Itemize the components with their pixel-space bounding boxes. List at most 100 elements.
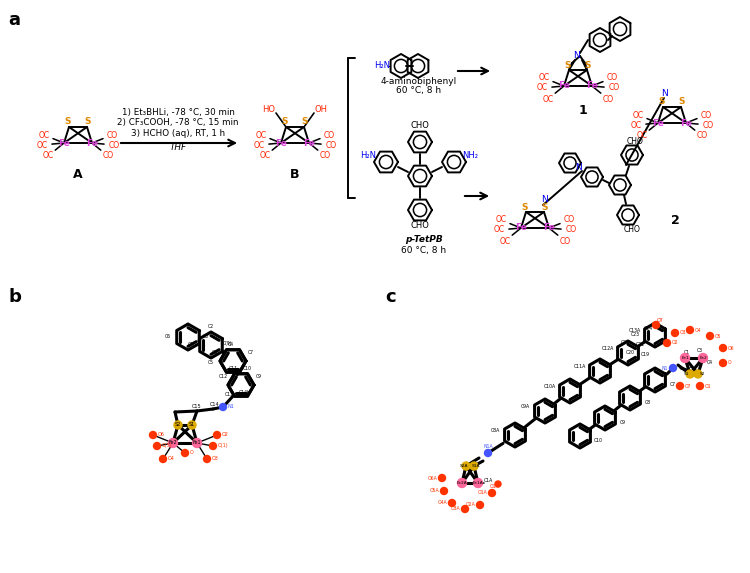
Circle shape	[188, 421, 196, 429]
Text: CHO: CHO	[410, 222, 430, 230]
Text: O2: O2	[672, 340, 679, 346]
Text: O4: O4	[695, 328, 701, 332]
Text: S: S	[658, 97, 665, 107]
Circle shape	[476, 501, 484, 508]
Text: Fe: Fe	[586, 81, 598, 91]
Circle shape	[220, 403, 226, 410]
Text: S1A: S1A	[472, 464, 480, 468]
Circle shape	[458, 478, 466, 488]
Text: C13A: C13A	[629, 328, 641, 332]
Text: S1: S1	[189, 422, 195, 427]
Text: Fe2A: Fe2A	[457, 481, 467, 485]
Text: S2A: S2A	[460, 464, 468, 468]
Text: Fe: Fe	[680, 119, 692, 128]
Text: OC: OC	[37, 140, 47, 150]
Text: C7: C7	[670, 383, 676, 387]
Text: O3: O3	[680, 331, 686, 336]
Text: Fe: Fe	[58, 139, 70, 147]
Text: C24: C24	[644, 325, 652, 331]
Text: CHO: CHO	[410, 121, 430, 131]
Text: 60 °C, 8 h: 60 °C, 8 h	[397, 87, 442, 96]
Text: Fe1: Fe1	[681, 356, 688, 360]
Text: O4: O4	[168, 457, 175, 461]
Text: b: b	[8, 288, 21, 306]
Text: S: S	[282, 117, 288, 127]
Text: Fe2: Fe2	[699, 356, 706, 360]
Text: O6: O6	[158, 433, 165, 438]
Text: N: N	[661, 88, 668, 97]
Text: C4: C4	[707, 360, 713, 366]
Circle shape	[193, 438, 202, 448]
Text: C2: C2	[687, 363, 693, 368]
Text: S: S	[565, 61, 572, 69]
Text: A: A	[74, 168, 82, 182]
Text: O5: O5	[715, 333, 722, 339]
Text: 2) CF₃COOH, -78 °C, 15 min: 2) CF₃COOH, -78 °C, 15 min	[117, 119, 238, 128]
Text: OC: OC	[260, 151, 271, 160]
Text: CO: CO	[323, 131, 334, 139]
Text: C(9): C(9)	[224, 340, 232, 346]
Text: CO: CO	[700, 111, 712, 120]
Text: O3A: O3A	[450, 507, 460, 512]
Text: S: S	[542, 202, 548, 211]
Text: C2: C2	[208, 324, 214, 329]
Text: S2: S2	[699, 372, 705, 376]
Text: C9: C9	[256, 375, 262, 379]
Text: O1A: O1A	[490, 484, 500, 489]
Circle shape	[495, 481, 501, 487]
Text: CO: CO	[697, 131, 707, 140]
Text: OC: OC	[38, 131, 50, 139]
Circle shape	[671, 329, 679, 336]
Text: C10A: C10A	[544, 383, 556, 388]
Text: Fe1A: Fe1A	[472, 481, 483, 485]
Text: C3: C3	[697, 347, 703, 352]
Text: OC: OC	[43, 151, 53, 160]
Text: O3: O3	[212, 457, 219, 461]
Text: C12A: C12A	[602, 346, 614, 351]
Circle shape	[461, 505, 469, 512]
Text: O2: O2	[222, 433, 229, 438]
Circle shape	[706, 332, 713, 339]
Text: OC: OC	[536, 84, 548, 92]
Text: THF: THF	[170, 143, 187, 151]
Text: C11: C11	[229, 367, 238, 371]
Text: a: a	[8, 11, 20, 29]
Circle shape	[652, 321, 659, 328]
Text: CO: CO	[109, 140, 119, 150]
Text: C15: C15	[192, 403, 202, 409]
Text: S1: S1	[683, 372, 688, 376]
Circle shape	[160, 456, 166, 462]
Text: C7: C7	[248, 351, 254, 355]
Text: O: O	[728, 360, 731, 366]
Circle shape	[488, 489, 496, 496]
Text: CO: CO	[326, 140, 337, 150]
Circle shape	[214, 431, 220, 438]
Circle shape	[174, 421, 182, 429]
Text: O6A: O6A	[427, 476, 437, 481]
Circle shape	[719, 344, 727, 351]
Text: OC: OC	[632, 111, 644, 120]
Text: CHO: CHO	[623, 225, 640, 234]
Text: NH₂: NH₂	[462, 151, 478, 160]
Text: OC: OC	[538, 73, 550, 83]
Text: C8A: C8A	[490, 427, 500, 433]
Circle shape	[440, 488, 448, 494]
Text: S: S	[679, 97, 686, 107]
Text: Fe1: Fe1	[193, 441, 201, 445]
Text: OC: OC	[256, 131, 266, 139]
Text: C3: C3	[203, 335, 209, 339]
Circle shape	[154, 442, 160, 449]
Text: Fe: Fe	[275, 139, 287, 147]
Text: C19: C19	[640, 352, 650, 358]
Text: OC: OC	[254, 140, 265, 150]
Text: 3) HCHO (aq), RT, 1 h: 3) HCHO (aq), RT, 1 h	[131, 128, 225, 138]
Text: N1: N1	[662, 366, 668, 371]
Circle shape	[462, 462, 470, 470]
Text: C14b: C14b	[239, 391, 251, 395]
Text: C9: C9	[620, 421, 626, 426]
Circle shape	[676, 383, 683, 390]
Text: C10: C10	[593, 438, 602, 444]
Text: 1: 1	[579, 104, 587, 117]
Text: O6: O6	[728, 346, 734, 351]
Circle shape	[686, 370, 694, 378]
